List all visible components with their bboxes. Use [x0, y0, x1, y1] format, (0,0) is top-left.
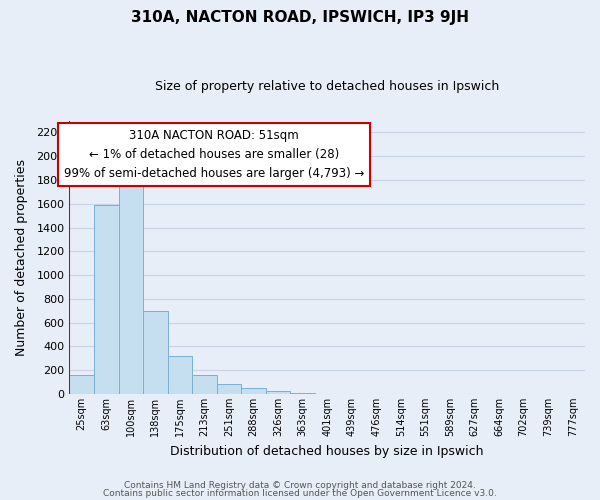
Bar: [70, 375, 94, 394]
Bar: [241, 388, 266, 394]
Bar: [143, 310, 167, 394]
Text: 310A NACTON ROAD: 51sqm
← 1% of detached houses are smaller (28)
99% of semi-det: 310A NACTON ROAD: 51sqm ← 1% of detached…: [64, 129, 364, 180]
Bar: [192, 376, 217, 394]
Text: Contains public sector information licensed under the Open Government Licence v3: Contains public sector information licen…: [103, 488, 497, 498]
X-axis label: Distribution of detached houses by size in Ipswich: Distribution of detached houses by size …: [170, 444, 484, 458]
Y-axis label: Number of detached properties: Number of detached properties: [15, 158, 28, 356]
Text: 310A, NACTON ROAD, IPSWICH, IP3 9JH: 310A, NACTON ROAD, IPSWICH, IP3 9JH: [131, 10, 469, 25]
Bar: [217, 384, 241, 394]
Bar: [167, 356, 192, 394]
Bar: [94, 205, 119, 394]
Bar: [266, 390, 290, 394]
Title: Size of property relative to detached houses in Ipswich: Size of property relative to detached ho…: [155, 80, 499, 93]
Bar: [119, 184, 143, 394]
Text: Contains HM Land Registry data © Crown copyright and database right 2024.: Contains HM Land Registry data © Crown c…: [124, 481, 476, 490]
Bar: [290, 392, 315, 394]
